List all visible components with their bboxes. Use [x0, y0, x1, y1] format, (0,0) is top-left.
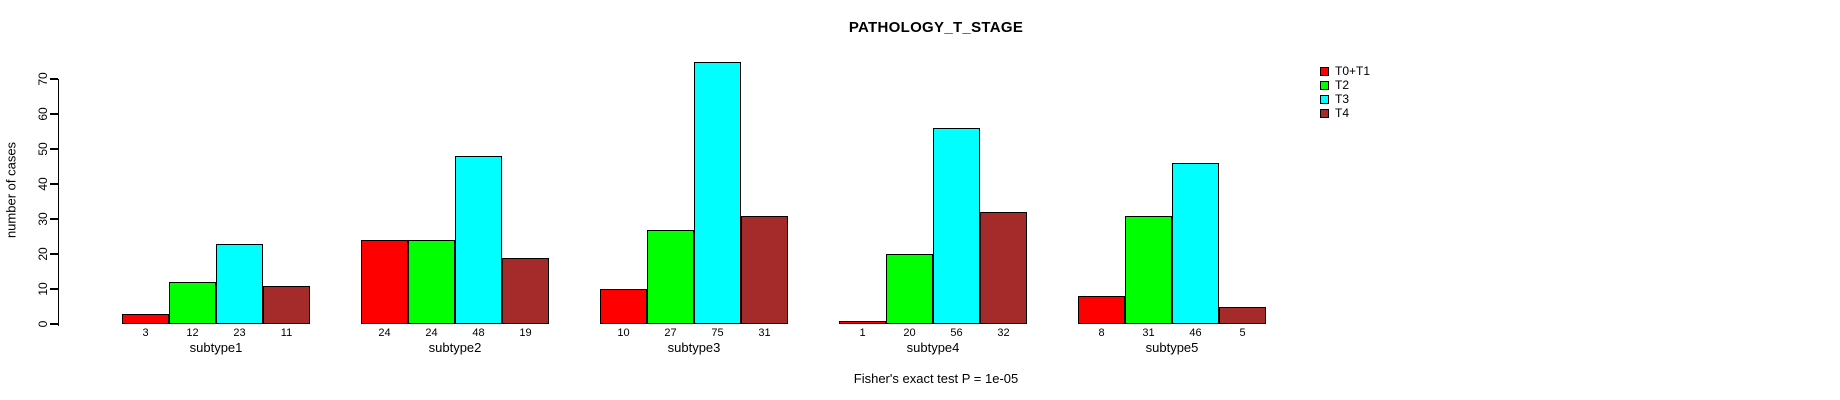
- legend-row-T2: T2: [1320, 78, 1370, 92]
- category-label-subtype4: subtype4: [906, 340, 960, 355]
- bar-subtype2-T4: [502, 257, 549, 324]
- y-tick-label: 70: [36, 72, 50, 86]
- category-label-subtype2: subtype2: [428, 340, 482, 355]
- y-tick-label: 0: [36, 320, 50, 328]
- y-tick-mark: [49, 253, 58, 255]
- bar-value-label: 10: [617, 327, 630, 339]
- bar-value-label: 8: [1098, 327, 1105, 339]
- bar-value-label: 24: [378, 327, 391, 339]
- legend-label: T3: [1335, 92, 1350, 106]
- y-tick-mark: [49, 323, 58, 325]
- bar-value-label: 48: [472, 327, 485, 339]
- bar-subtype5-T4: [1219, 306, 1266, 324]
- bar-subtype4-T2: [886, 254, 933, 324]
- legend: T0+T1 T2 T3 T4: [1320, 64, 1370, 120]
- legend-swatch-icon: [1320, 66, 1329, 76]
- bar-value-label: 31: [758, 327, 771, 339]
- chart-title: PATHOLOGY_T_STAGE: [848, 19, 1024, 36]
- y-tick-label: 60: [36, 107, 50, 121]
- legend-swatch-icon: [1320, 80, 1329, 90]
- bar-value-label: 11: [280, 327, 293, 339]
- bar-value-label: 56: [950, 327, 963, 339]
- bar-value-label: 5: [1239, 327, 1246, 339]
- legend-row-T4: T4: [1320, 106, 1370, 120]
- y-tick-label: 50: [36, 142, 50, 156]
- bar-subtype3-T2: [647, 229, 694, 324]
- bar-subtype2-T2: [408, 240, 455, 324]
- y-axis-line: [57, 79, 59, 326]
- legend-swatch-icon: [1320, 108, 1329, 118]
- bar-subtype1-T4: [263, 285, 310, 324]
- bar-subtype4-T4: [980, 212, 1027, 324]
- bar-value-label: 46: [1189, 327, 1202, 339]
- bar-value-label: 31: [1142, 327, 1155, 339]
- legend-label: T4: [1335, 106, 1350, 120]
- bar-value-label: 27: [664, 327, 677, 339]
- y-tick-mark: [49, 148, 58, 150]
- bar-subtype2-T0+T1: [361, 240, 408, 324]
- y-tick-label: 20: [36, 247, 50, 261]
- bar-subtype1-T0+T1: [122, 313, 169, 324]
- bar-subtype4-T0+T1: [839, 320, 886, 324]
- bar-subtype3-T0+T1: [600, 289, 647, 324]
- bar-subtype1-T3: [216, 243, 263, 324]
- bar-value-label: 3: [142, 327, 149, 339]
- legend-label: T2: [1335, 78, 1350, 92]
- y-tick-label: 30: [36, 212, 50, 226]
- category-label-subtype5: subtype5: [1145, 340, 1199, 355]
- y-tick-label: 10: [36, 282, 50, 296]
- legend-row-T0+T1: T0+T1: [1320, 64, 1370, 78]
- bar-subtype5-T3: [1172, 163, 1219, 324]
- stat-test-caption: Fisher's exact test P = 1e-05: [853, 371, 1019, 386]
- y-tick-label: 40: [36, 177, 50, 191]
- bar-value-label: 12: [186, 327, 199, 339]
- bar-subtype5-T0+T1: [1078, 296, 1125, 324]
- y-tick-mark: [49, 113, 58, 115]
- bar-subtype5-T2: [1125, 215, 1172, 324]
- legend-label: T0+T1: [1335, 64, 1371, 78]
- bar-value-label: 1: [859, 327, 866, 339]
- bar-value-label: 19: [519, 327, 532, 339]
- bar-subtype3-T3: [694, 61, 741, 324]
- bar-value-label: 20: [903, 327, 916, 339]
- bar-value-label: 23: [233, 327, 246, 339]
- legend-swatch-icon: [1320, 94, 1329, 104]
- y-tick-mark: [49, 288, 58, 290]
- bar-subtype2-T3: [455, 156, 502, 324]
- category-label-subtype1: subtype1: [189, 340, 243, 355]
- bar-value-label: 24: [425, 327, 438, 339]
- bar-subtype4-T3: [933, 128, 980, 324]
- bar-subtype1-T2: [169, 282, 216, 324]
- category-label-subtype3: subtype3: [667, 340, 721, 355]
- y-tick-mark: [49, 218, 58, 220]
- legend-row-T3: T3: [1320, 92, 1370, 106]
- y-tick-mark: [49, 78, 58, 80]
- bar-value-label: 32: [997, 327, 1010, 339]
- bar-subtype3-T4: [741, 215, 788, 324]
- y-tick-mark: [49, 183, 58, 185]
- bar-value-label: 75: [711, 327, 724, 339]
- y-axis-label: number of cases: [3, 141, 19, 239]
